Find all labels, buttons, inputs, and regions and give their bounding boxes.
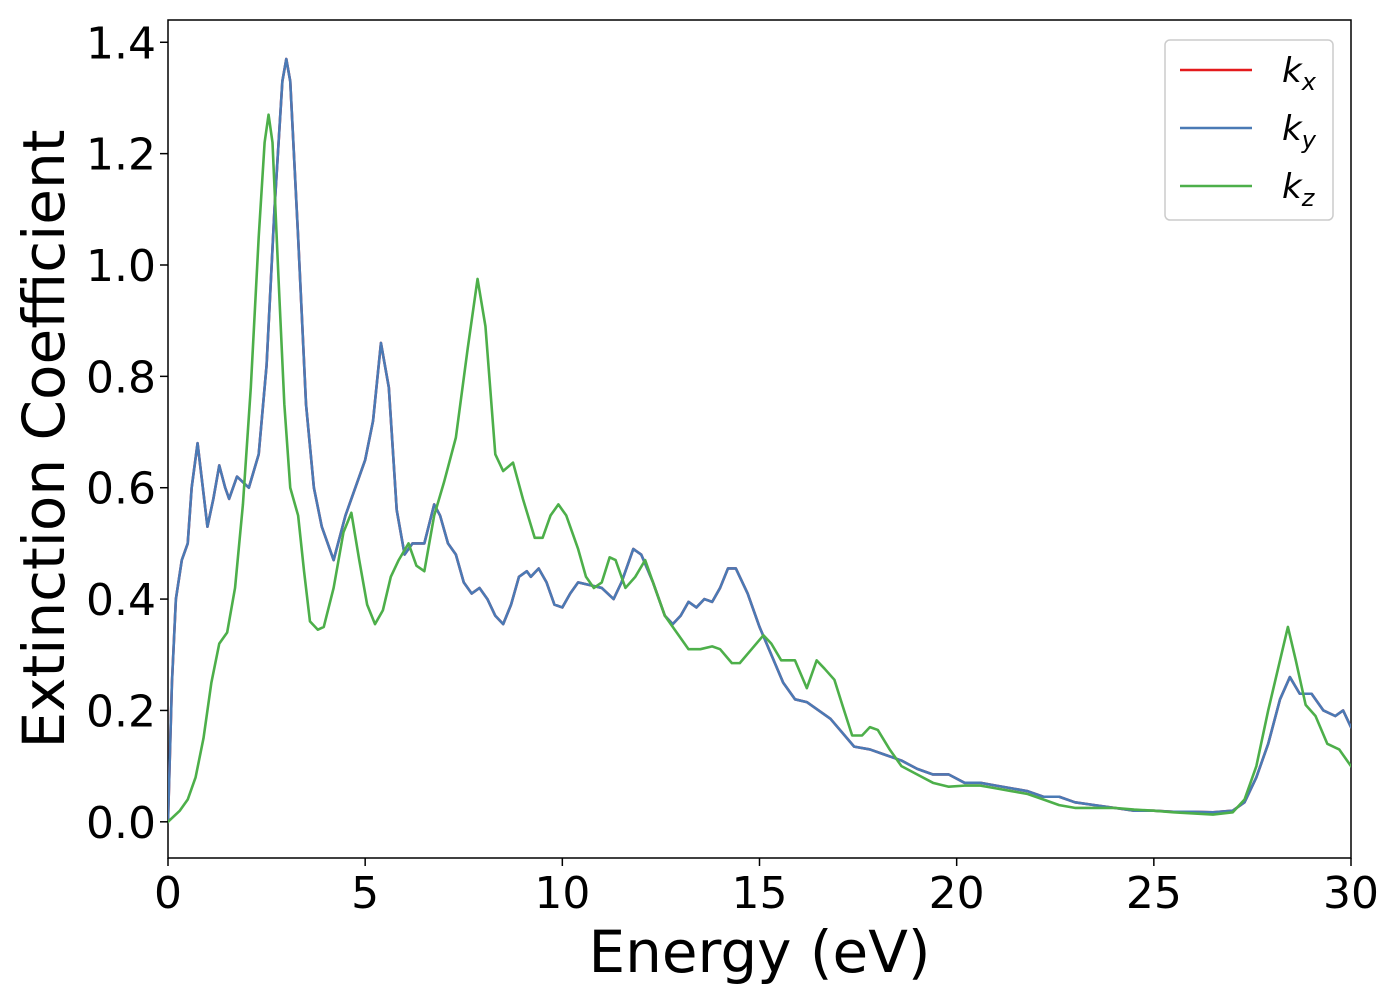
- y-axis-label: Extinction Coefficient: [10, 130, 78, 749]
- series-layer: [168, 57, 1351, 824]
- y-tick-label: 1.2: [86, 130, 156, 181]
- y-tick-label: 0.6: [86, 464, 156, 515]
- legend-label-y: ky: [1282, 109, 1317, 154]
- legend-box: [1164, 39, 1334, 221]
- legend-label-subscript: z: [1301, 184, 1316, 212]
- series-line-z: [168, 113, 1351, 824]
- y-tick-label: 1.0: [86, 241, 156, 292]
- x-axis: 0 5 10 15 20 25 30: [154, 858, 1379, 919]
- legend-label-base: k: [1282, 109, 1303, 149]
- y-tick-label: 0.4: [86, 575, 156, 626]
- x-tick-label: 10: [534, 868, 590, 919]
- x-tick-label: 30: [1323, 868, 1379, 919]
- legend-label-subscript: x: [1301, 68, 1317, 96]
- x-tick-label: 15: [732, 868, 788, 919]
- legend-label-base: k: [1282, 167, 1303, 207]
- y-tick-label: 0.8: [86, 352, 156, 403]
- x-tick-label: 0: [154, 868, 182, 919]
- y-tick-label: 0.2: [86, 686, 156, 737]
- y-tick-label: 0.0: [86, 798, 156, 849]
- series-line-y: [168, 57, 1351, 824]
- x-tick-label: 20: [929, 868, 985, 919]
- y-axis: 0.0 0.2 0.4 0.6 0.8 1.0 1.2 1.4: [86, 18, 168, 849]
- legend-label-subscript: y: [1301, 126, 1317, 154]
- legend-label-z: kz: [1282, 167, 1316, 212]
- x-tick-label: 5: [351, 868, 379, 919]
- legend-label-base: k: [1282, 51, 1303, 91]
- y-tick-label: 1.4: [86, 18, 156, 69]
- x-axis-label: Energy (eV): [588, 918, 930, 986]
- legend-label-x: kx: [1282, 51, 1317, 96]
- x-tick-label: 25: [1126, 868, 1182, 919]
